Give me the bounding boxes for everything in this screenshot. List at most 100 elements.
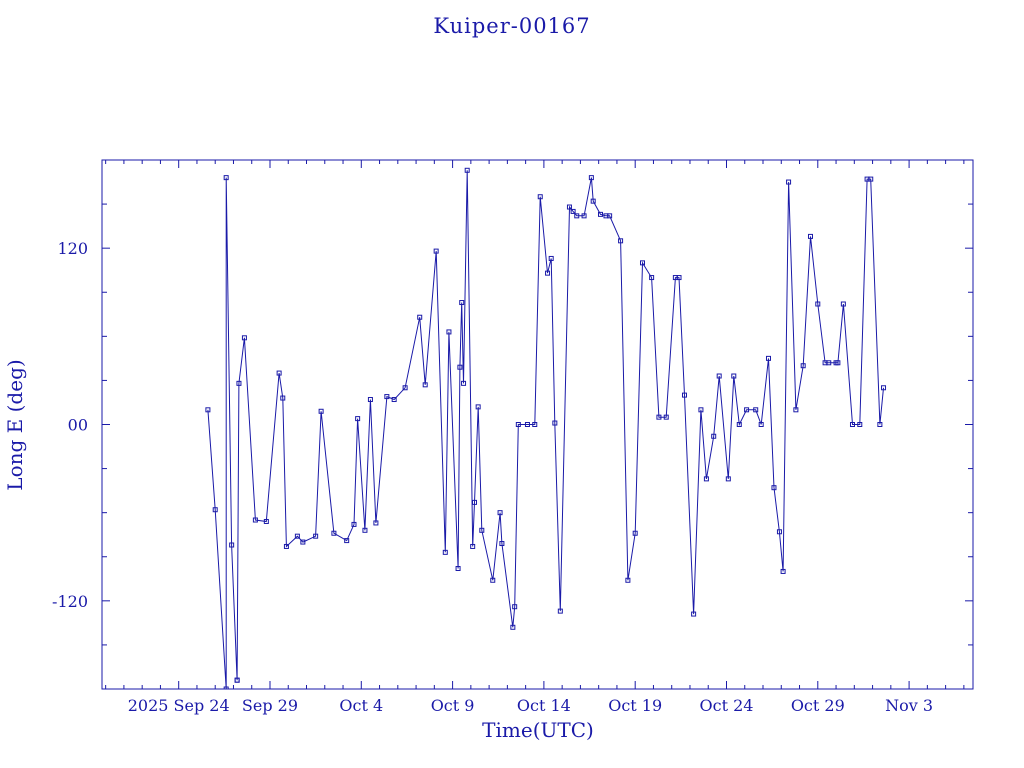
data-point xyxy=(313,533,319,539)
data-point xyxy=(849,422,855,427)
data-point xyxy=(318,408,324,414)
data-point xyxy=(362,527,368,533)
data-point xyxy=(241,335,247,341)
data-point xyxy=(835,360,841,366)
x-axis-label: Time(UTC) xyxy=(482,718,594,742)
data-point xyxy=(786,179,792,185)
data-point xyxy=(391,397,397,403)
x-tick-label: 2025 Sep 24 xyxy=(128,696,230,715)
data-point xyxy=(331,530,337,536)
data-point xyxy=(510,624,516,630)
data-point xyxy=(793,407,799,413)
data-point xyxy=(826,360,832,366)
data-point xyxy=(512,604,518,610)
data-point xyxy=(300,539,306,545)
data-point xyxy=(223,686,229,689)
tick-labels: 2025 Sep 24 Sep 29 Oct 4 Oct 9 Oct 14 Oct 19 O… xyxy=(52,239,933,715)
data-point xyxy=(676,275,682,281)
data-point xyxy=(703,476,709,482)
data-point xyxy=(744,407,750,413)
data-point xyxy=(229,542,235,548)
data-point xyxy=(840,301,846,307)
data-point xyxy=(566,204,572,210)
data-point xyxy=(212,507,218,513)
axes-frame xyxy=(101,159,974,690)
data-point xyxy=(711,433,717,439)
data-point xyxy=(570,208,576,214)
y-tick-label: 120 xyxy=(57,239,88,258)
data-point xyxy=(618,238,624,244)
data-point xyxy=(552,420,558,426)
x-tick-label: Oct 4 xyxy=(339,696,383,715)
data-point xyxy=(446,329,452,335)
data-point xyxy=(442,549,448,555)
data-point xyxy=(490,577,496,583)
data-point xyxy=(815,301,821,307)
x-tick-label: Oct 19 xyxy=(608,696,662,715)
data-point xyxy=(765,355,771,361)
data-point xyxy=(367,397,373,403)
data-point xyxy=(807,233,813,239)
data-point xyxy=(402,385,408,391)
data-point xyxy=(470,543,476,549)
tick-marks xyxy=(102,160,973,689)
x-tick-label: Sep 29 xyxy=(242,696,298,715)
x-tick-label: Nov 3 xyxy=(885,696,933,715)
data-point xyxy=(355,416,361,422)
data-point xyxy=(479,527,485,533)
x-tick-label: Oct 24 xyxy=(700,696,754,715)
data-point xyxy=(497,510,503,516)
x-tick-label: Oct 14 xyxy=(517,696,571,715)
data-point xyxy=(877,422,883,427)
data-point xyxy=(263,518,269,524)
data-point xyxy=(457,364,463,370)
data-point xyxy=(205,407,211,413)
data-point xyxy=(590,198,596,204)
marker-layer xyxy=(205,167,887,689)
y-axis-label: Long E (deg) xyxy=(3,359,27,491)
data-point xyxy=(459,300,465,306)
data-point xyxy=(524,422,530,427)
data-point xyxy=(236,380,242,386)
series-line xyxy=(207,170,884,689)
data-point xyxy=(461,380,467,386)
data-point xyxy=(548,255,554,261)
data-point xyxy=(725,476,731,482)
data-point xyxy=(433,248,439,254)
data-point xyxy=(384,394,390,400)
data-point xyxy=(515,422,521,427)
data-point xyxy=(780,568,786,574)
x-tick-label: Oct 9 xyxy=(431,696,475,715)
data-point xyxy=(422,382,428,388)
x-tick-label: Oct 29 xyxy=(791,696,845,715)
data-point xyxy=(639,260,645,266)
data-point xyxy=(283,543,289,549)
series-layer xyxy=(207,170,884,689)
data-point xyxy=(574,213,580,219)
data-point xyxy=(716,373,722,379)
data-point xyxy=(649,275,655,281)
data-point xyxy=(455,566,461,572)
data-point xyxy=(464,167,470,173)
data-point xyxy=(776,529,782,535)
chart-title: Kuiper-00167 xyxy=(433,14,591,38)
data-point xyxy=(351,521,357,527)
data-point xyxy=(758,422,764,427)
data-point xyxy=(344,538,350,544)
data-point xyxy=(868,176,874,182)
data-point xyxy=(223,175,229,181)
data-point xyxy=(607,213,613,219)
data-point xyxy=(663,414,669,420)
data-point xyxy=(597,211,603,217)
data-point xyxy=(632,530,638,536)
data-point xyxy=(537,194,543,200)
data-point xyxy=(252,517,258,523)
data-point xyxy=(691,611,697,617)
data-point xyxy=(276,370,282,376)
data-point xyxy=(881,385,887,391)
data-point xyxy=(475,404,481,410)
data-point xyxy=(581,213,587,219)
data-point xyxy=(800,363,806,369)
data-point xyxy=(731,373,737,379)
